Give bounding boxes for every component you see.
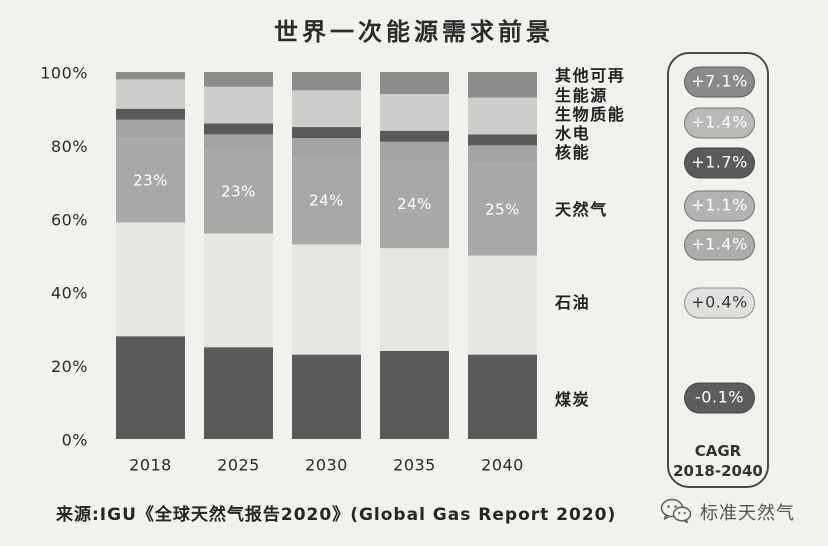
- legend-label-s0: 煤炭: [555, 390, 591, 409]
- data-label-s2-2040: 25%: [485, 201, 520, 219]
- bar-segment-s5-2018: [116, 79, 185, 109]
- bar-segment-s5-2030: [292, 90, 361, 128]
- x-tick-label-2040: 2040: [481, 456, 524, 475]
- bar-segment-s2-2018: [116, 138, 185, 223]
- source-note: 来源:IGU《全球天然气报告2020》(Global Gas Report 20…: [56, 505, 617, 525]
- cagr-pill-s0: -0.1%: [684, 382, 755, 414]
- bar-segment-s2-2040: [468, 163, 537, 256]
- cagr-pill-s1: +0.4%: [684, 287, 755, 319]
- bar-2025: [204, 72, 273, 439]
- data-label-s2-2018: 23%: [133, 171, 168, 189]
- legend-label-s6: 其他可再生能源: [555, 66, 626, 105]
- y-tick-label-60: 60%: [51, 210, 88, 229]
- legend-label-s3: 核能: [555, 143, 591, 162]
- cagr-pill-s6: +7.1%: [684, 66, 755, 98]
- bar-segment-s3-2035: [380, 141, 449, 161]
- cagr-box: [667, 52, 769, 488]
- bar-segment-s2-2035: [380, 160, 449, 249]
- bar-segment-s0-2018: [116, 336, 185, 439]
- bar-segment-s1-2035: [380, 248, 449, 351]
- bar-segment-s1-2040: [468, 255, 537, 355]
- legend-label-s4: 水电: [555, 124, 591, 143]
- cagr-title: CAGR: [694, 442, 742, 460]
- x-tick-label-2018: 2018: [129, 456, 172, 475]
- bar-segment-s0-2025: [204, 347, 273, 439]
- legend-label-s1: 石油: [555, 293, 591, 312]
- bar-segment-s4-2040: [468, 134, 537, 146]
- data-label-s2-2030: 24%: [309, 191, 344, 209]
- bar-segment-s0-2035: [380, 350, 449, 439]
- bar-segment-s5-2035: [380, 94, 449, 131]
- data-label-s2-2025: 23%: [221, 182, 256, 200]
- bar-segment-s1-2030: [292, 244, 361, 355]
- cagr-pill-s4: +1.7%: [684, 147, 755, 179]
- bar-segment-s6-2018: [116, 72, 185, 80]
- data-label-s2-2035: 24%: [397, 195, 432, 213]
- bar-segment-s6-2030: [292, 72, 361, 91]
- bar-2030: [292, 72, 361, 439]
- bar-segment-s1-2018: [116, 222, 185, 337]
- bar-segment-s6-2025: [204, 72, 273, 87]
- y-tick-label-100: 100%: [40, 64, 88, 83]
- cagr-pill-s2: +1.4%: [684, 229, 755, 261]
- bar-segment-s4-2035: [380, 130, 449, 142]
- y-tick-label-20: 20%: [51, 357, 88, 376]
- bar-segment-s1-2025: [204, 233, 273, 348]
- bar-segment-s5-2025: [204, 86, 273, 124]
- bar-2035: [380, 72, 449, 439]
- bar-segment-s2-2030: [292, 156, 361, 245]
- bar-segment-s3-2030: [292, 138, 361, 157]
- bar-segment-s6-2040: [468, 72, 537, 98]
- bar-segment-s4-2018: [116, 108, 185, 120]
- bar-segment-s3-2025: [204, 134, 273, 150]
- bar-segment-s0-2040: [468, 354, 537, 439]
- bar-segment-s3-2040: [468, 145, 537, 164]
- bar-segment-s3-2018: [116, 119, 185, 139]
- bar-segment-s4-2030: [292, 127, 361, 139]
- legend-label-s5: 生物质能: [555, 105, 626, 124]
- y-tick-label-80: 80%: [51, 137, 88, 156]
- legend-label-s2: 天然气: [555, 200, 608, 219]
- x-tick-label-2025: 2025: [217, 456, 260, 475]
- bar-2040: [468, 72, 537, 439]
- bar-segment-s0-2030: [292, 354, 361, 439]
- bar-segment-s2-2025: [204, 149, 273, 234]
- x-tick-label-2035: 2035: [393, 456, 436, 475]
- cagr-period: 2018-2040: [673, 462, 763, 480]
- cagr-pill-s5: +1.4%: [684, 107, 755, 139]
- y-tick-label-0: 0%: [62, 431, 88, 450]
- wechat-icon: [660, 498, 692, 524]
- x-tick-label-2030: 2030: [305, 456, 348, 475]
- chart-title: 世界一次能源需求前景: [274, 18, 554, 46]
- bar-2018: [116, 72, 185, 439]
- bar-segment-s5-2040: [468, 97, 537, 135]
- watermark-text: 标准天然气: [700, 503, 795, 524]
- cagr-pill-s3: +1.1%: [684, 190, 755, 222]
- y-tick-label-40: 40%: [51, 284, 88, 303]
- bar-segment-s4-2025: [204, 123, 273, 135]
- bar-segment-s6-2035: [380, 72, 449, 95]
